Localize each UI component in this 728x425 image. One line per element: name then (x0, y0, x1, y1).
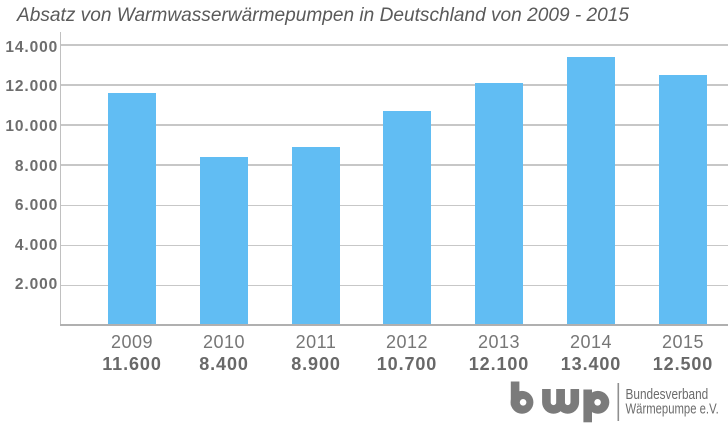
svg-text:Bundesverband: Bundesverband (626, 386, 709, 402)
svg-text:Wärmepumpe e.V.: Wärmepumpe e.V. (626, 400, 719, 417)
